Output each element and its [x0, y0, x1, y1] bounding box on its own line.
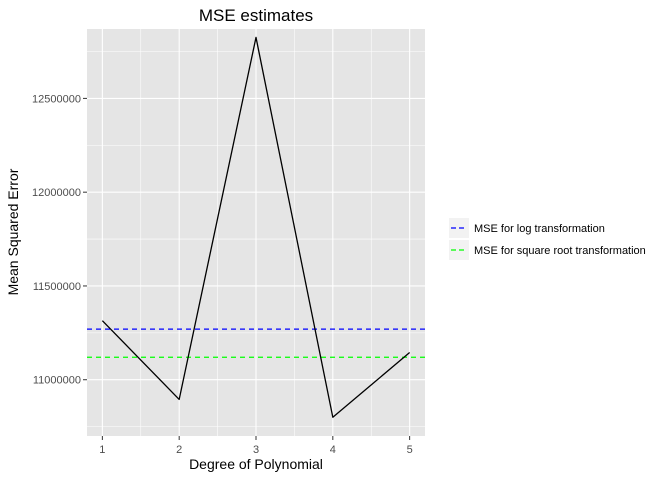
y-tick-label: 11000000: [33, 375, 81, 387]
x-axis: 1 2 3 4 5: [99, 436, 413, 456]
legend-label: MSE for square root transformation: [474, 245, 646, 257]
x-tick-label: 5: [407, 444, 413, 456]
x-tick-label: 1: [99, 444, 105, 456]
series-line: [101, 36, 411, 418]
y-tick-label: 12000000: [32, 187, 81, 199]
x-tick-label: 3: [253, 444, 259, 456]
y-tick-label: 12500000: [32, 93, 81, 105]
legend-label: MSE for log transformation: [474, 223, 605, 235]
y-axis: 11000000 11500000 12000000 12500000: [32, 93, 87, 387]
legend: MSE for log transformation MSE for square…: [449, 218, 646, 260]
chart-title: MSE estimates: [199, 6, 313, 25]
x-tick-label: 2: [176, 444, 182, 456]
x-axis-title: Degree of Polynomial: [189, 456, 323, 472]
grid-major: [87, 29, 425, 436]
x-tick-label: 4: [330, 444, 336, 456]
series-layer: [101, 36, 411, 418]
reference-lines: [87, 328, 425, 358]
y-tick-label: 11500000: [33, 281, 81, 293]
y-axis-title: Mean Squared Error: [5, 168, 21, 295]
